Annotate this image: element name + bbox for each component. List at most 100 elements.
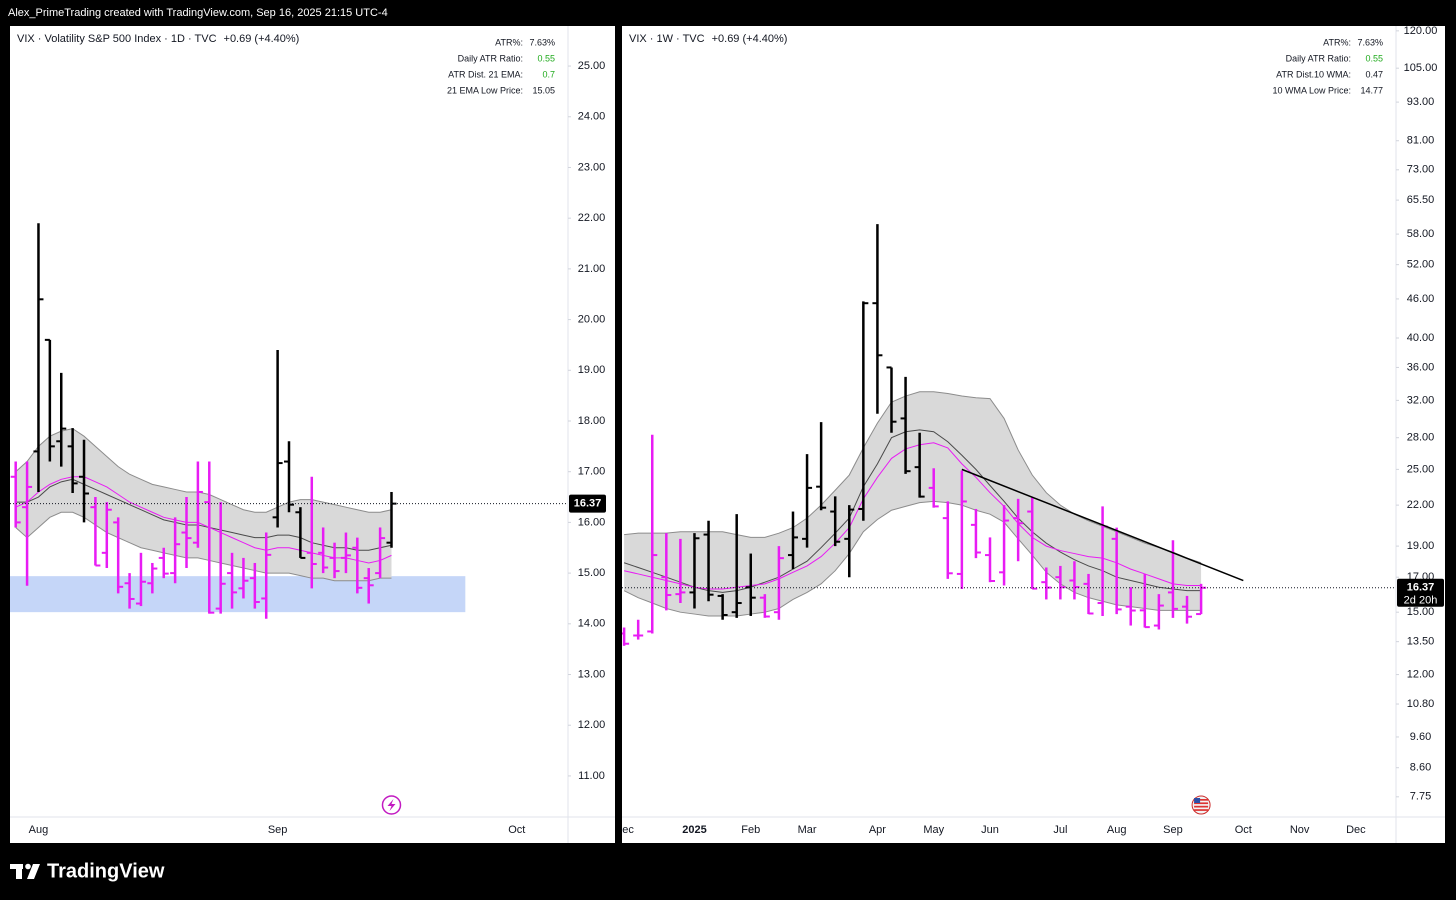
info-value: 14.77 [1360, 85, 1383, 95]
info-label: ATR Dist. 21 EMA: [448, 69, 523, 79]
price-label-box [569, 494, 606, 513]
footer-logo [10, 863, 40, 879]
y-tick-label: 17.00 [578, 466, 606, 478]
header-text: Alex_PrimeTrading created with TradingVi… [8, 7, 388, 19]
info-label: ATR Dist.10 WMA: [1276, 69, 1351, 79]
footer-brand: TradingView [47, 860, 165, 882]
event-icon-stripe [1194, 805, 1209, 808]
y-tick-label: 120.00 [1404, 25, 1438, 37]
y-tick-label: 36.00 [1407, 361, 1435, 373]
x-tick-label: Jun [981, 824, 999, 836]
x-tick-label: Aug [1107, 824, 1127, 836]
x-tick-label: Nov [1290, 824, 1310, 836]
logo-part [16, 864, 22, 879]
x-tick-label: Mar [798, 824, 817, 836]
y-tick-label: 13.00 [578, 668, 606, 680]
y-tick-label: 28.00 [1407, 432, 1435, 444]
y-tick-label: 18.00 [578, 415, 606, 427]
y-tick-label: 15.00 [1407, 606, 1435, 618]
event-icon-bolt [387, 799, 396, 811]
info-label: ATR%: [495, 37, 523, 47]
event-icon-canton [1194, 798, 1201, 803]
x-tick-label: 2025 [682, 824, 706, 836]
event-icon-stripe [1194, 799, 1209, 801]
x-tick-label: Dec [1346, 824, 1366, 836]
band-edge [623, 500, 1202, 617]
y-tick-label: 21.00 [578, 263, 606, 275]
y-tick-label: 32.00 [1407, 394, 1435, 406]
logo-part [25, 863, 31, 870]
y-tick-label: 40.00 [1407, 332, 1435, 344]
indicator-line [15, 478, 392, 551]
info-label: Daily ATR Ratio: [1286, 53, 1351, 63]
y-tick-label: 105.00 [1404, 62, 1438, 74]
y-tick-label: 52.00 [1407, 259, 1435, 271]
trendline [961, 468, 1244, 582]
info-label: 21 EMA Low Price: [447, 85, 523, 95]
info-value: 7.63% [529, 37, 555, 47]
price-label-box [1397, 578, 1444, 607]
info-value: 15.05 [532, 85, 555, 95]
x-tick-label: Apr [869, 824, 886, 836]
y-tick-label: 12.00 [578, 719, 606, 731]
y-tick-label: 22.00 [578, 212, 606, 224]
y-tick-label: 10.80 [1407, 698, 1435, 710]
price-label: 16.37 [1407, 582, 1435, 594]
indicator-line [623, 429, 1202, 593]
y-tick-label: 11.00 [578, 770, 605, 782]
price-change: +0.69 (+4.40%) [712, 33, 788, 45]
zone [10, 576, 466, 613]
x-tick-label: Feb [741, 824, 760, 836]
axes: 120.00 105.00 93.00 81.00 73.00 65.50 58.00 52.… [614, 25, 1445, 843]
info-label: 10 WMA Low Price: [1272, 85, 1351, 95]
chart-panel [10, 26, 615, 843]
y-tick-label: 9.60 [1410, 731, 1431, 743]
indicator-line [15, 476, 392, 564]
band-fill [15, 428, 392, 581]
plot-area [10, 223, 568, 619]
band-fill [624, 391, 1202, 616]
chart-title: VIX · Volatility S&P 500 Index · 1D · TV… [17, 33, 217, 45]
y-tick-label: 12.00 [1407, 668, 1435, 680]
info-value: 7.63% [1357, 37, 1383, 47]
info-value: 0.55 [537, 53, 555, 63]
y-tick-label: 25.00 [578, 60, 606, 72]
y-tick-label: 15.00 [578, 567, 606, 579]
info-value: 0.47 [1365, 69, 1383, 79]
info-value: 0.7 [542, 69, 555, 79]
x-tick-label: May [923, 824, 944, 836]
y-tick-label: 25.00 [1407, 463, 1435, 475]
y-tick-label: 20.00 [578, 313, 606, 325]
indicator-line [623, 442, 1202, 590]
axes: 25.00 24.00 23.00 22.00 21.00 20.00 19.00 18.00… [10, 26, 615, 843]
info-label: ATR%: [1323, 37, 1351, 47]
y-tick-label: 7.75 [1410, 791, 1431, 803]
y-tick-label: 19.00 [578, 364, 606, 376]
plot-area [622, 224, 1396, 646]
price-label: 16.37 [574, 498, 602, 510]
y-tick-label: 24.00 [578, 111, 606, 123]
price-change: +0.69 (+4.40%) [224, 33, 300, 45]
x-tick-label: Oct [508, 824, 525, 836]
y-tick-label: 81.00 [1407, 135, 1435, 147]
band-edge [15, 511, 392, 582]
y-tick-label: 22.00 [1407, 499, 1435, 511]
y-tick-label: 58.00 [1407, 228, 1435, 240]
chart-title: VIX · 1W · TVC [629, 33, 705, 45]
y-tick-label: 16.00 [578, 516, 606, 528]
event-icon-stripe [1194, 809, 1209, 811]
x-tick-label: Sep [1163, 824, 1183, 836]
bar-countdown: 2d 20h [1404, 595, 1438, 607]
chart-panel [622, 26, 1445, 843]
y-tick-label: 8.60 [1410, 762, 1431, 774]
y-tick-label: 93.00 [1407, 96, 1435, 108]
info-value: 0.55 [1365, 53, 1383, 63]
x-tick-label: Dec [614, 824, 634, 836]
y-tick-label: 19.00 [1407, 540, 1435, 552]
event-icon-stripe [1194, 802, 1209, 805]
x-tick-label: Oct [1235, 824, 1252, 836]
x-tick-label: Sep [268, 824, 288, 836]
